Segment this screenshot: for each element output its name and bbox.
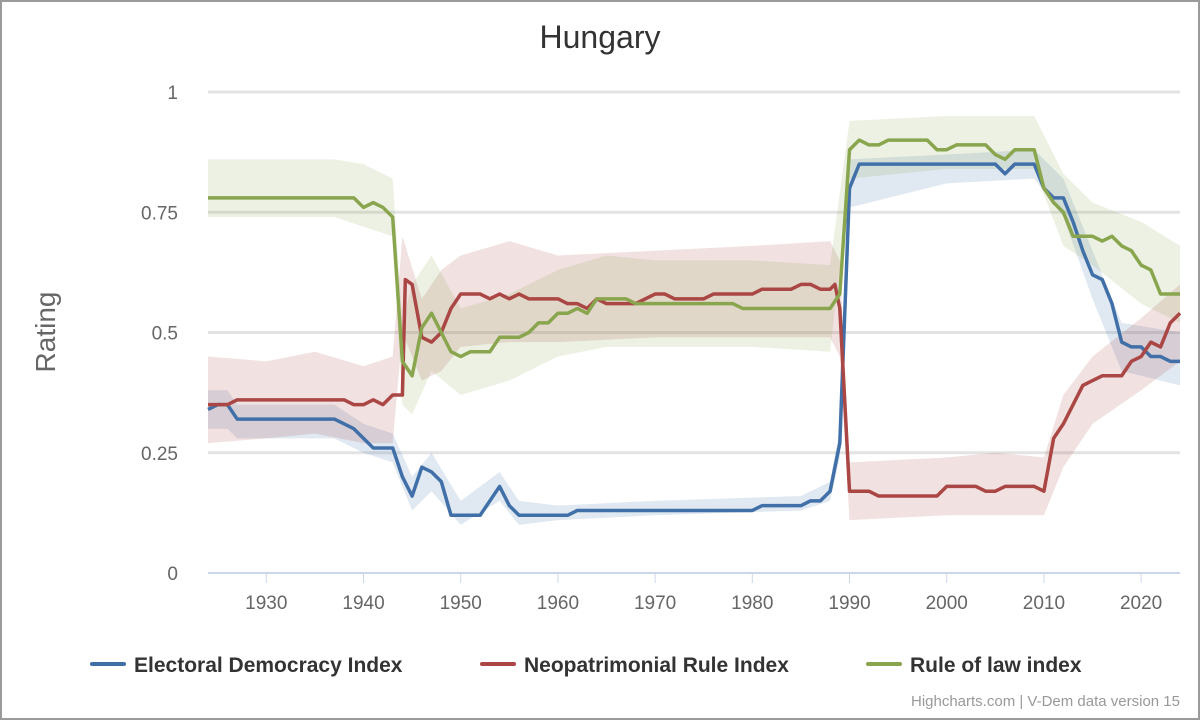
- x-tick-label: 1950: [440, 593, 482, 614]
- band-2: [208, 116, 1180, 415]
- series-line-1: [208, 277, 1182, 498]
- x-axis-ticks: 1930 1940 1950 1960 1970 1980 1990 2000 2010 2020: [245, 573, 1162, 614]
- y-tick-label: 0.75: [141, 203, 178, 224]
- legend-item[interactable]: Electoral Democracy Index: [90, 654, 403, 677]
- credits-link[interactable]: Highcharts.com | V-Dem data version 15: [911, 693, 1180, 710]
- x-tick-label: 1960: [537, 593, 579, 614]
- y-tick-label: 0.25: [141, 444, 178, 465]
- y-axis-label: Rating: [30, 292, 61, 373]
- series-line-0: [207, 162, 1180, 518]
- chart-title: Hungary: [540, 19, 661, 55]
- legend-label: Rule of law index: [910, 654, 1082, 677]
- y-tick-label: 0.5: [152, 324, 178, 345]
- x-tick-label: 2000: [926, 593, 968, 614]
- y-tick-label: 0: [167, 564, 178, 585]
- x-tick-label: 1980: [731, 593, 773, 614]
- x-tick-label: 2010: [1023, 593, 1065, 614]
- x-tick-label: 1990: [828, 593, 870, 614]
- x-tick-label: 1970: [634, 593, 676, 614]
- series-lines: [207, 138, 1182, 518]
- confidence-bands: [208, 116, 1180, 525]
- x-tick-label: 1940: [342, 593, 384, 614]
- x-tick-label: 1930: [245, 593, 287, 614]
- legend-item[interactable]: Rule of law index: [866, 654, 1082, 677]
- legend: Electoral Democracy Index Neopatrimonial …: [90, 654, 1082, 677]
- grid: [208, 90, 1180, 574]
- x-tick-label: 2020: [1120, 593, 1162, 614]
- legend-label: Neopatrimonial Rule Index: [524, 654, 789, 677]
- series-line-2: [208, 138, 1180, 378]
- y-tick-label: 1: [167, 83, 178, 104]
- y-axis-ticks: 0 0.25 0.5 0.75 1: [141, 83, 178, 585]
- legend-item[interactable]: Neopatrimonial Rule Index: [480, 654, 789, 677]
- legend-label: Electoral Democracy Index: [134, 654, 403, 677]
